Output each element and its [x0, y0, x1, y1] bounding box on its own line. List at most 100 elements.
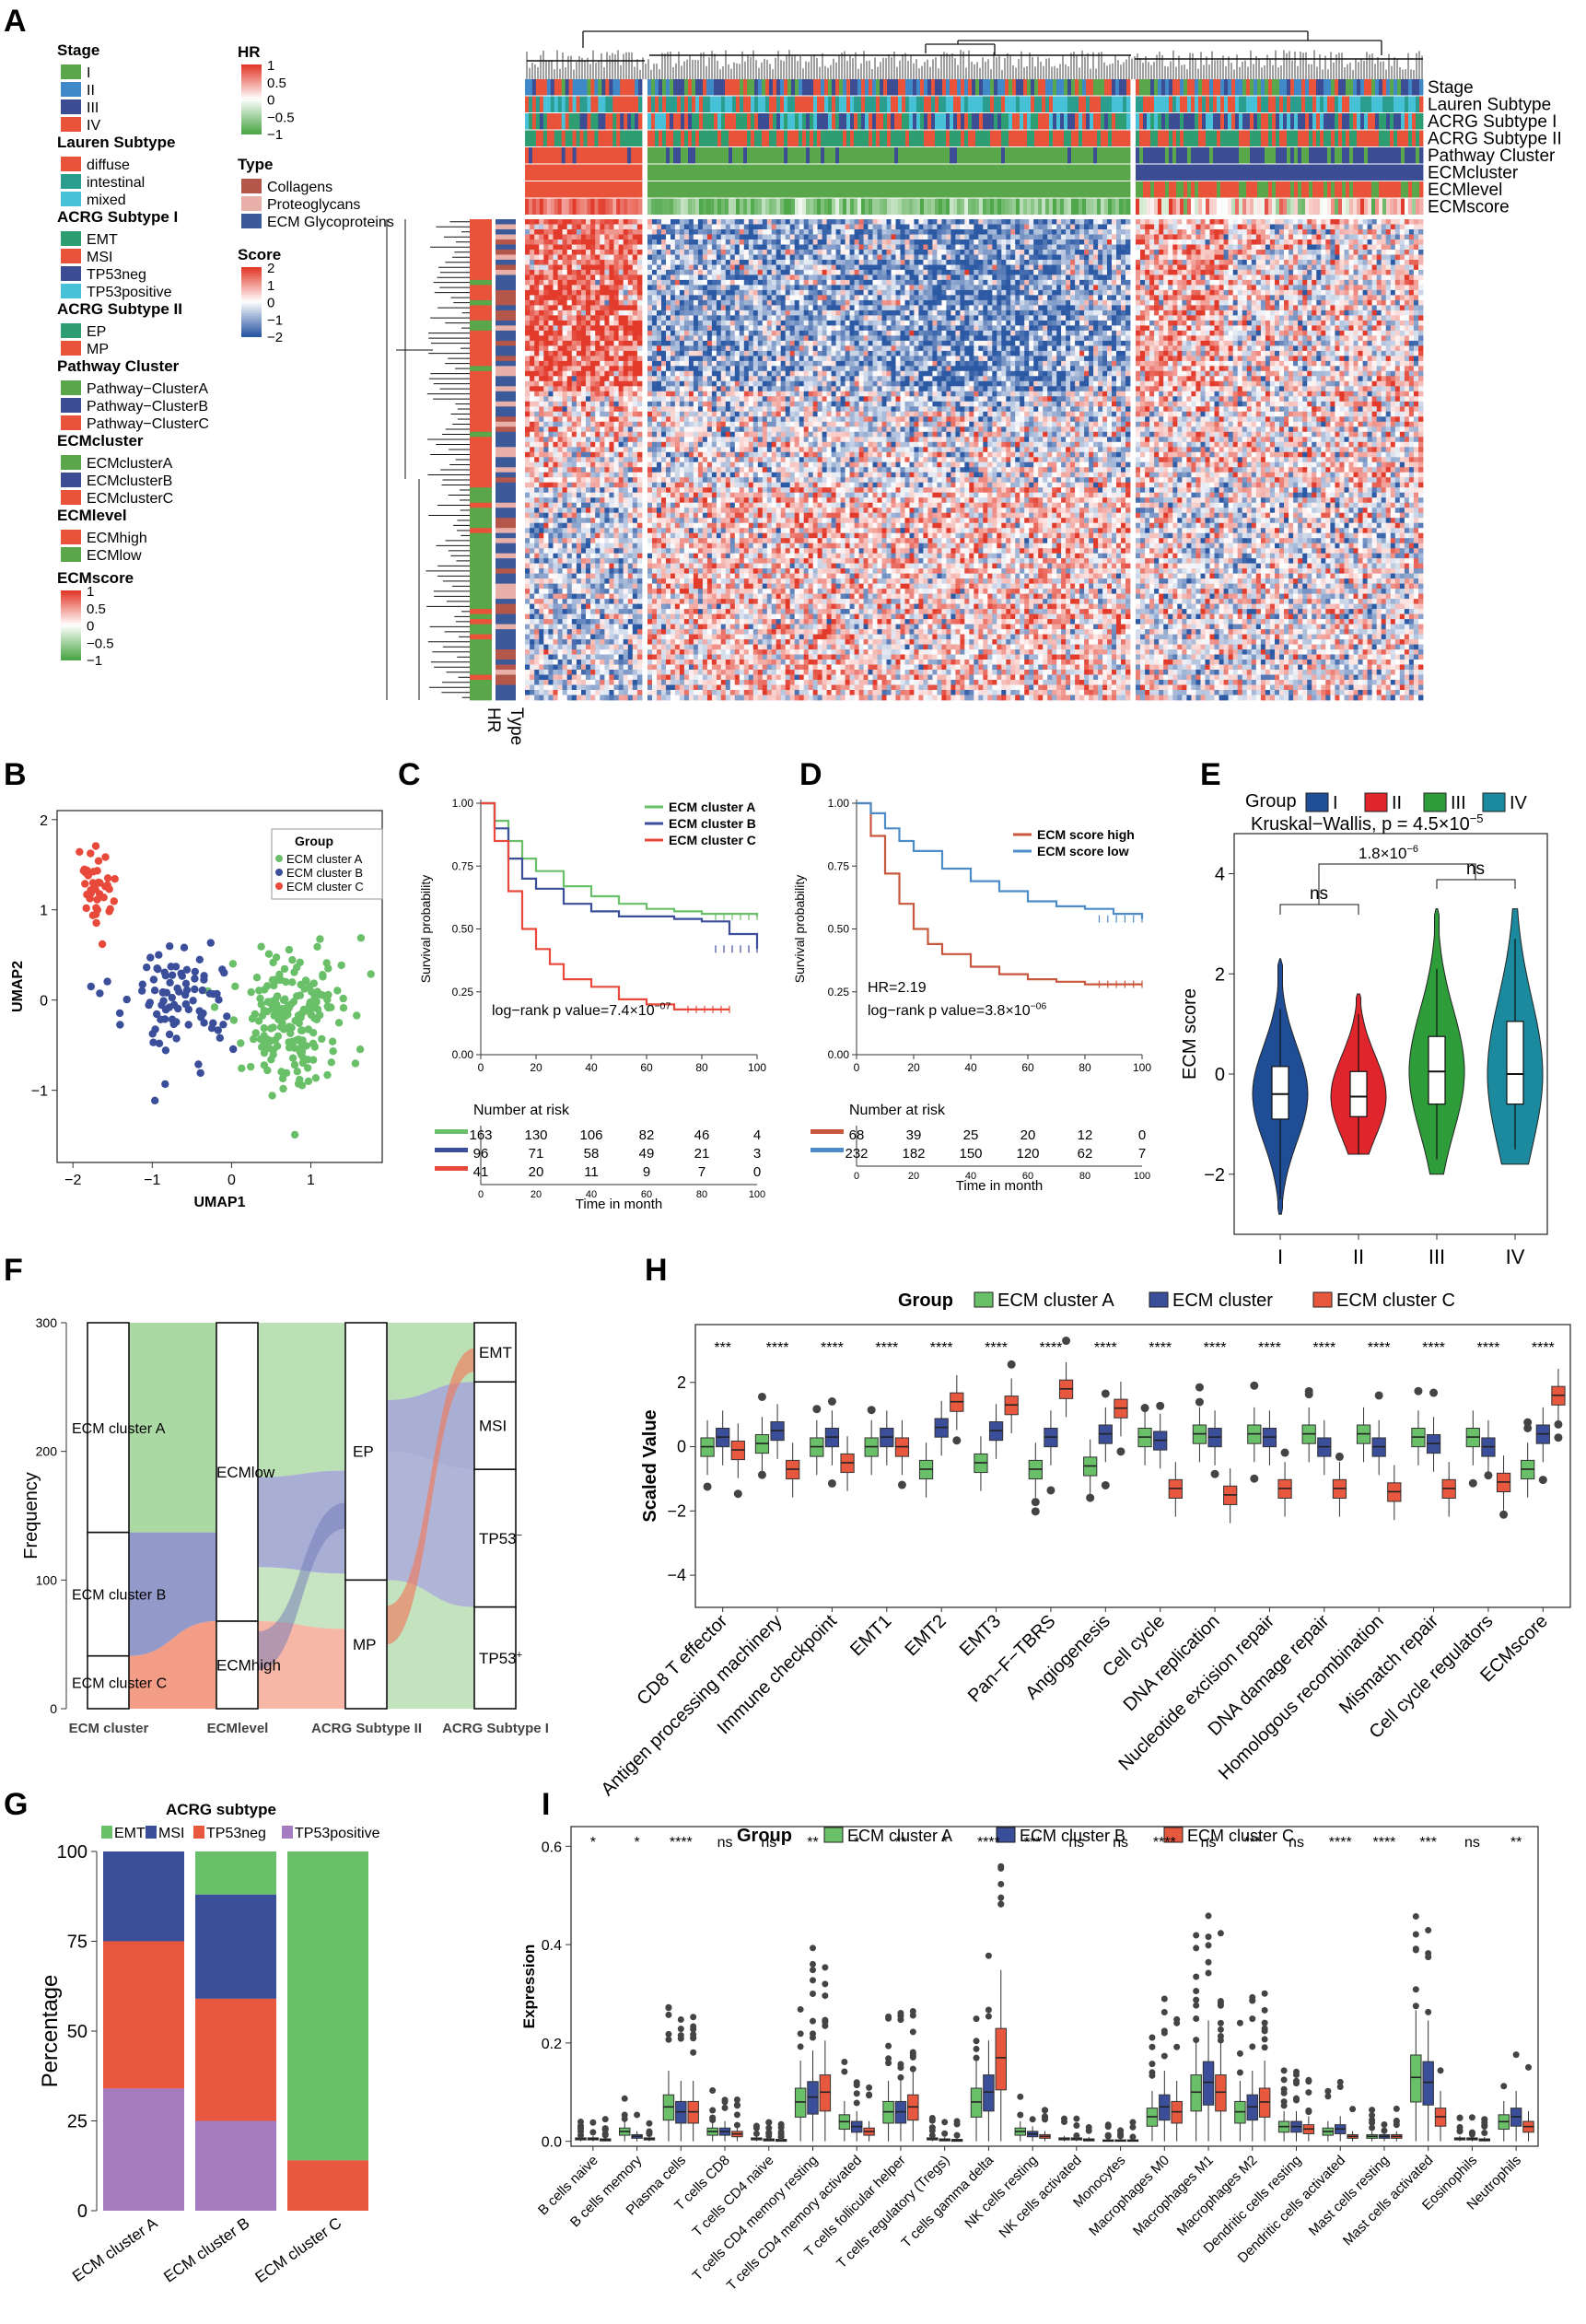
heatmap-cell	[886, 260, 892, 265]
heatmap-cell	[543, 447, 549, 453]
heatmap-cell	[525, 634, 531, 640]
heatmap-cell	[964, 289, 970, 296]
heatmap-cell	[530, 558, 535, 564]
heatmap-cell	[657, 250, 662, 255]
heatmap-cell	[557, 518, 564, 524]
heatmap-cell	[1033, 254, 1039, 261]
heatmap-cell	[881, 315, 887, 321]
heatmap-cell	[586, 644, 591, 650]
heatmap-cell	[969, 320, 974, 326]
heatmap-cell	[566, 289, 573, 296]
heatmap-cell	[604, 593, 610, 600]
heatmap-cell	[799, 269, 805, 275]
heatmap-cell	[794, 299, 800, 306]
heatmap-cell	[1084, 264, 1090, 271]
heatmap-cell	[627, 250, 634, 255]
heatmap-cell	[600, 426, 605, 433]
heatmap-cell	[877, 239, 882, 245]
heatmap-cell	[895, 309, 901, 316]
heatmap-cell	[706, 264, 713, 271]
heatmap-cell	[1070, 305, 1076, 311]
hr-legend-step	[241, 129, 262, 133]
heatmap-cell	[557, 522, 564, 529]
heatmap-cell	[543, 684, 549, 691]
legend-item: Collagens	[267, 180, 332, 195]
heatmap-cell	[955, 254, 961, 261]
heatmap-cell	[766, 325, 773, 332]
heatmap-cell	[978, 295, 984, 301]
heatmap-cell	[688, 250, 694, 255]
heatmap-cell	[900, 315, 905, 321]
heatmap-cell	[854, 269, 859, 275]
heatmap-cell	[757, 274, 764, 281]
heatmap-cell	[613, 548, 619, 555]
heatmap-cell	[900, 239, 905, 245]
heatmap-cell	[600, 461, 605, 468]
heatmap-cell	[586, 629, 591, 635]
heatmap-cell	[618, 234, 624, 240]
heatmap-cell	[604, 360, 610, 367]
heatmap-cell	[609, 421, 614, 427]
heatmap-cell	[854, 309, 859, 316]
heatmap-cell	[997, 295, 1002, 301]
heatmap-cell	[590, 609, 596, 614]
heatmap-cell	[636, 482, 643, 488]
heatmap-cell	[539, 467, 544, 473]
heatmap-cell	[992, 289, 997, 296]
heatmap-cell	[729, 274, 736, 281]
heatmap-cell	[618, 289, 624, 296]
heatmap-cell	[812, 269, 819, 275]
heatmap-cell	[562, 345, 568, 352]
heatmap-cell	[576, 654, 582, 660]
heatmap-cell	[534, 644, 540, 650]
heatmap-cell	[1001, 264, 1007, 271]
heatmap-cell	[571, 315, 577, 321]
heatmap-cell	[729, 244, 736, 251]
legend-swatch	[241, 196, 262, 211]
heatmap-cell	[729, 279, 736, 286]
heatmap-cell	[946, 295, 951, 301]
heatmap-cell	[900, 285, 905, 291]
heatmap-cell	[1061, 239, 1067, 245]
heatmap-cell	[1121, 315, 1126, 321]
heatmap-cell	[881, 274, 887, 281]
heatmap-cell	[557, 538, 564, 544]
heatmap-cell	[636, 467, 643, 473]
heatmap-cell	[840, 279, 845, 286]
heatmap-cell	[891, 330, 896, 336]
heatmap-cell	[716, 229, 722, 235]
heatmap-cell	[725, 254, 731, 261]
heatmap-cell	[613, 639, 619, 645]
heatmap-cell	[1116, 219, 1122, 225]
heatmap-cell	[539, 528, 544, 534]
heatmap-cell	[891, 305, 896, 311]
heatmap-cell	[595, 487, 601, 494]
heatmap-cell	[530, 416, 535, 423]
heatmap-cell	[711, 250, 717, 255]
heatmap-cell	[557, 295, 564, 301]
heatmap-cell	[1006, 330, 1011, 336]
heatmap-cell	[530, 260, 535, 265]
heatmap-cell	[632, 239, 638, 245]
heatmap-cell	[595, 309, 601, 316]
heatmap-cell	[627, 660, 634, 665]
heatmap-cell	[729, 219, 736, 225]
ecmscore-legend-step	[61, 611, 81, 614]
heatmap-cell	[586, 366, 591, 372]
heatmap-cell	[618, 380, 624, 387]
heatmap-cell	[548, 289, 554, 296]
heatmap-cell	[927, 320, 933, 326]
heatmap-cell	[632, 670, 638, 675]
heatmap-cell	[895, 234, 901, 240]
heatmap-cell	[872, 309, 878, 316]
heatmap-cell	[600, 553, 605, 559]
heatmap-cell	[604, 482, 610, 488]
heatmap-cell	[636, 684, 643, 691]
heatmap-cell	[600, 589, 605, 594]
heatmap-cell	[1084, 289, 1090, 296]
heatmap-cell	[543, 548, 549, 555]
heatmap-cell	[1070, 254, 1076, 261]
heatmap-cell	[937, 330, 942, 336]
heatmap-cell	[657, 269, 662, 275]
heatmap-cell	[586, 421, 591, 427]
